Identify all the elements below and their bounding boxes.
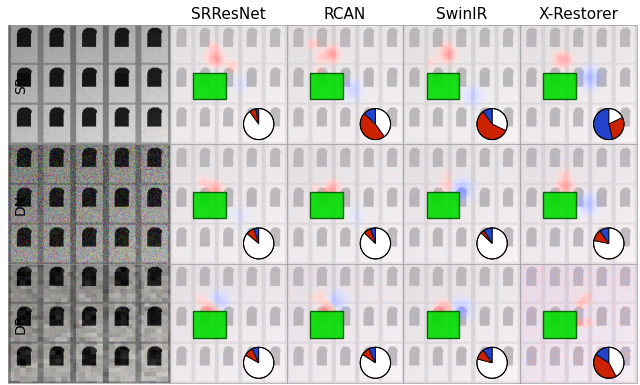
Wedge shape <box>363 349 376 363</box>
Wedge shape <box>252 347 259 363</box>
Bar <box>543 192 576 218</box>
Wedge shape <box>360 228 390 259</box>
Wedge shape <box>250 109 259 124</box>
Wedge shape <box>376 109 390 137</box>
Wedge shape <box>594 228 624 259</box>
Bar <box>193 73 226 99</box>
Bar <box>427 192 460 218</box>
Wedge shape <box>594 355 616 378</box>
Wedge shape <box>594 231 609 243</box>
Bar <box>310 73 342 99</box>
Text: DR: DR <box>13 313 28 333</box>
Wedge shape <box>256 109 259 124</box>
Bar <box>543 73 576 99</box>
Bar <box>427 73 460 99</box>
Wedge shape <box>477 350 492 363</box>
Text: SwinIR: SwinIR <box>436 7 488 22</box>
Text: X-Restorer: X-Restorer <box>538 7 618 22</box>
Text: RCAN: RCAN <box>324 7 366 22</box>
Text: DN: DN <box>13 194 28 214</box>
Wedge shape <box>369 347 376 363</box>
Wedge shape <box>600 228 609 243</box>
Text: SRResNet: SRResNet <box>191 7 266 22</box>
Wedge shape <box>477 112 506 140</box>
Wedge shape <box>477 228 508 259</box>
Wedge shape <box>371 228 376 243</box>
Wedge shape <box>609 347 624 377</box>
Wedge shape <box>364 229 376 243</box>
Wedge shape <box>360 114 384 140</box>
Wedge shape <box>243 347 274 378</box>
Wedge shape <box>245 349 259 363</box>
Wedge shape <box>360 347 390 378</box>
Wedge shape <box>481 230 492 243</box>
Wedge shape <box>254 228 259 243</box>
Bar <box>310 311 342 338</box>
Text: SR: SR <box>13 75 28 94</box>
Wedge shape <box>609 117 624 139</box>
Wedge shape <box>596 347 609 363</box>
Wedge shape <box>364 109 376 124</box>
Wedge shape <box>594 109 612 140</box>
Wedge shape <box>609 109 623 124</box>
Wedge shape <box>492 109 508 131</box>
Bar <box>310 192 342 218</box>
Wedge shape <box>247 229 259 243</box>
Bar <box>543 311 576 338</box>
Wedge shape <box>483 109 492 124</box>
Wedge shape <box>483 347 492 363</box>
Wedge shape <box>477 347 508 378</box>
Bar <box>193 192 226 218</box>
Bar <box>193 311 226 338</box>
Bar <box>427 311 460 338</box>
Wedge shape <box>243 109 274 140</box>
Wedge shape <box>484 228 492 243</box>
Wedge shape <box>243 228 274 259</box>
